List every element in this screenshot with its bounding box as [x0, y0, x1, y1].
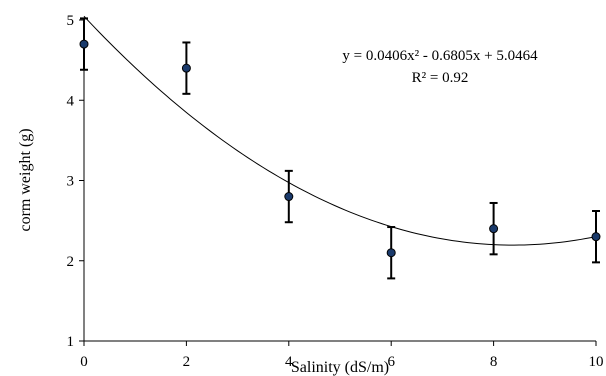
data-point	[489, 224, 499, 234]
y-axis-title: corm weight (g)	[17, 128, 34, 231]
data-points	[79, 39, 601, 258]
axes	[83, 20, 596, 342]
x-tick-label: 8	[490, 354, 498, 370]
trend-equation: y = 0.0406x² - 0.6805x + 5.0464	[342, 48, 538, 64]
x-tick-label: 10	[589, 354, 604, 370]
trendline-curve	[83, 15, 597, 246]
x-tick-label: 6	[387, 354, 395, 370]
y-tick-label: 2	[67, 254, 75, 270]
data-point	[79, 39, 89, 49]
y-tick-label: 3	[67, 174, 75, 190]
data-point	[591, 232, 601, 242]
x-axis-title: Salinity (dS/m)	[291, 359, 389, 376]
x-tick-label: 0	[80, 354, 88, 370]
x-tick-label: 2	[183, 354, 191, 370]
data-point	[181, 63, 191, 73]
ticks: 1 2 3 4 5 0 2 4 6 8 10	[67, 13, 604, 370]
y-tick-label: 5	[67, 13, 75, 29]
data-point	[284, 192, 294, 202]
trend-r2: R² = 0.92	[412, 70, 469, 86]
y-tick-label: 1	[67, 334, 75, 350]
data-point	[386, 248, 396, 258]
y-tick-label: 4	[67, 93, 75, 109]
x-tick-label: 4	[285, 354, 293, 370]
